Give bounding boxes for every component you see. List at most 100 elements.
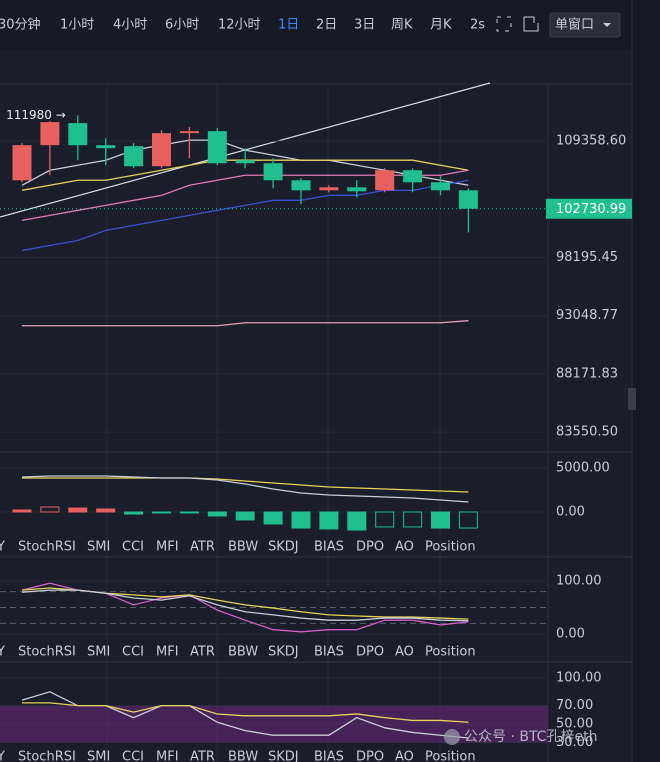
indicator-tab[interactable]: CCI (122, 645, 144, 660)
indicator-tab[interactable]: AO (395, 750, 414, 762)
histogram-bar (96, 508, 116, 513)
y-tick-label: 30.00 (556, 735, 593, 750)
indicator-tab[interactable]: DPO (356, 750, 384, 762)
indicator-line (22, 320, 469, 327)
histogram-bar (403, 511, 423, 528)
interval-tab[interactable]: 1日 (278, 18, 299, 33)
annotation: 111980 → (6, 108, 66, 122)
y-tick-label: 83550.50 (556, 425, 618, 440)
indicator-tab[interactable]: BBW (228, 750, 258, 762)
indicator-tab[interactable]: SMI (87, 645, 110, 660)
candle-body (291, 180, 311, 191)
window-button-label[interactable]: 单窗口 (555, 17, 594, 33)
indicator-tab[interactable]: AO (395, 540, 414, 555)
candle-body (263, 163, 283, 181)
histogram-bar (375, 511, 395, 528)
indicator-line (21, 179, 469, 252)
indicator-tab[interactable]: SMI (87, 540, 110, 555)
histogram-bar (124, 511, 144, 515)
histogram-bar (263, 511, 283, 525)
indicator-tab[interactable]: MFI (156, 750, 179, 762)
interval-tab[interactable]: 周K (391, 18, 413, 33)
side-panel (632, 0, 660, 762)
indicator-tab[interactable]: StochRSI (18, 645, 76, 660)
interval-tab[interactable]: 2s (470, 18, 485, 33)
histogram-bar (291, 511, 311, 529)
candle-body (40, 122, 60, 146)
indicator-tab[interactable]: BIAS (314, 540, 344, 555)
indicator-tab[interactable]: SKDJ (268, 645, 299, 660)
histogram-bar (347, 511, 367, 531)
interval-tab[interactable]: 月K (430, 18, 452, 33)
indicator-tab[interactable]: SMI (87, 750, 110, 762)
indicator-tab[interactable]: Y (0, 645, 5, 660)
y-tick-label: 93048.77 (556, 308, 618, 323)
indicator-tab[interactable]: DPO (356, 645, 384, 660)
interval-tab[interactable]: 4小时 (113, 18, 147, 33)
dropdown-caret (603, 23, 611, 27)
indicator-line (22, 477, 469, 493)
interval-tab[interactable]: 12小时 (218, 18, 261, 33)
histogram-bar (458, 511, 478, 529)
indicator-tab[interactable]: Position (425, 645, 476, 660)
candle-body (179, 131, 199, 134)
watermark-icon (444, 729, 460, 745)
indicator-tab[interactable]: SKDJ (268, 540, 299, 555)
collapse-handle[interactable] (628, 388, 636, 410)
candle-body (458, 190, 478, 209)
candle-body (431, 182, 450, 191)
indicator-tab[interactable]: BBW (228, 540, 258, 555)
indicator-tab[interactable]: Y (0, 750, 5, 762)
interval-tab[interactable]: 2日 (316, 18, 337, 33)
indicator-tab[interactable]: Position (425, 540, 476, 555)
interval-tab[interactable]: 6小时 (165, 18, 199, 33)
histogram-bar (319, 511, 339, 530)
candle-body (96, 145, 116, 149)
watermark: 公众号 · BTC孔梓eth (464, 729, 597, 745)
candle-body (12, 145, 32, 181)
indicator-tab[interactable]: StochRSI (18, 540, 76, 555)
interval-tab[interactable]: 30分钟 (0, 17, 41, 33)
indicator-tab[interactable]: CCI (122, 540, 144, 555)
fullscreen-icon[interactable] (496, 16, 512, 32)
last-price-label: 102730.99 (556, 202, 626, 217)
y-tick-label: 70.00 (556, 698, 593, 713)
histogram-bar (207, 511, 227, 517)
toolbar-icons (496, 12, 621, 38)
indicator-tab[interactable]: ATR (190, 750, 215, 762)
indicator-tab[interactable]: Position (425, 750, 476, 762)
histogram-bar (179, 511, 199, 514)
candle-body (207, 131, 227, 164)
indicator-tab[interactable]: ATR (190, 540, 215, 555)
indicator-tab[interactable]: StochRSI (18, 750, 76, 762)
indicator-tab[interactable]: CCI (122, 750, 144, 762)
last-price-tag (546, 198, 632, 219)
indicator-tab[interactable]: MFI (156, 645, 179, 660)
candle-body (347, 187, 367, 192)
indicator-tab[interactable]: BIAS (314, 750, 344, 762)
indicator-tab[interactable]: DPO (356, 540, 384, 555)
indicator-tab[interactable]: Y (0, 540, 5, 555)
interval-tab[interactable]: 3日 (354, 18, 375, 33)
subbar (0, 50, 632, 84)
y-tick-label: 5000.00 (556, 460, 610, 475)
indicator-tab[interactable]: MFI (156, 540, 179, 555)
candle-body (403, 170, 423, 183)
window-button[interactable] (549, 12, 621, 38)
indicator-tab[interactable]: SKDJ (268, 750, 299, 762)
y-tick-label: 100.00 (556, 574, 602, 589)
indicator-tab[interactable]: AO (395, 645, 414, 660)
popout-icon[interactable] (523, 16, 539, 32)
candle-body (375, 170, 395, 191)
time-grid (106, 84, 441, 762)
indicator-tab[interactable]: ATR (190, 645, 215, 660)
interval-tab[interactable]: 1小时 (60, 18, 94, 33)
candle-body (68, 123, 88, 146)
y-tick-label: 0.00 (556, 626, 585, 641)
candle-body (124, 146, 144, 167)
histogram-bar (68, 507, 88, 513)
indicator-tab[interactable]: BBW (228, 645, 258, 660)
indicator-tab[interactable]: BIAS (314, 645, 344, 660)
histogram-bar (431, 511, 450, 529)
